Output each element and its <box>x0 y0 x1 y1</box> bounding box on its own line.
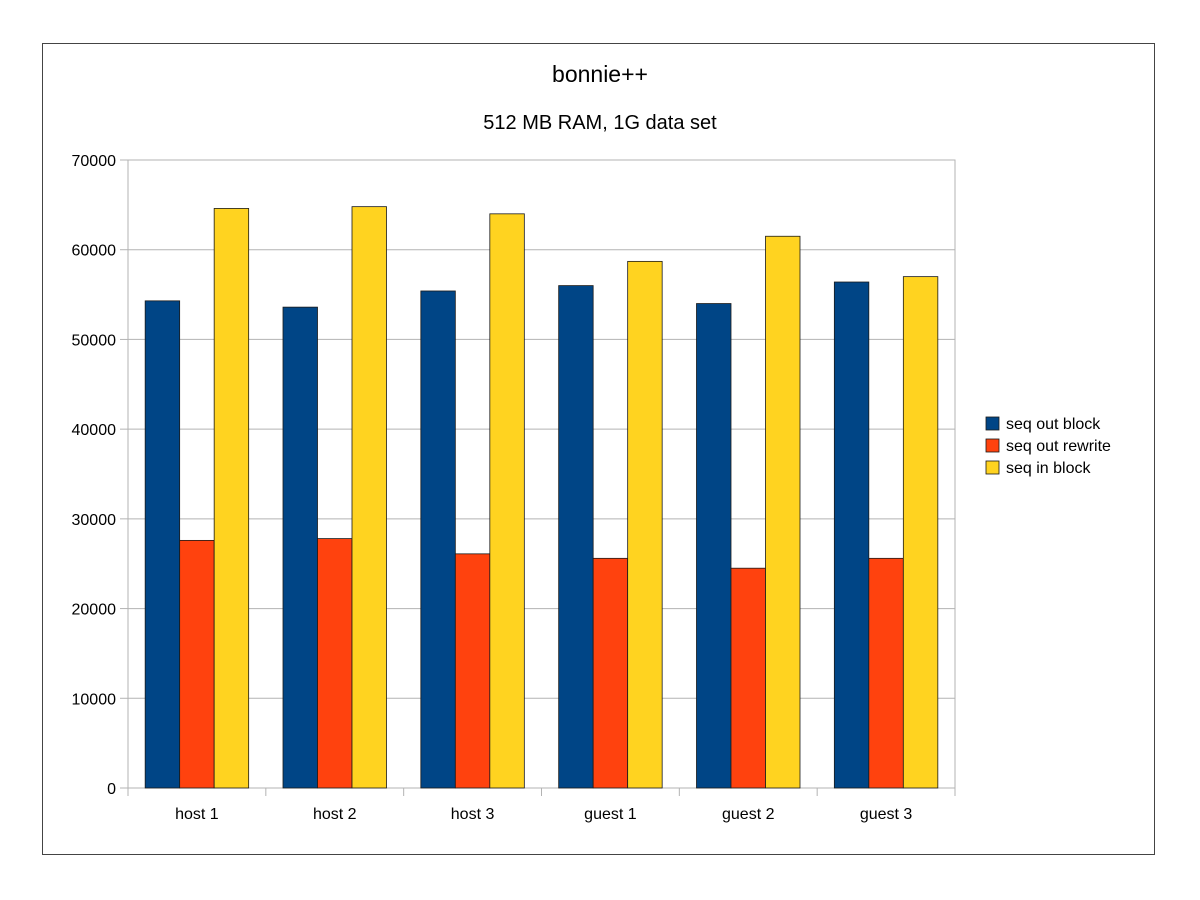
x-tick-label: host 2 <box>313 806 357 823</box>
bar-seq-out-block-host-3 <box>420 290 456 789</box>
bars <box>144 206 939 789</box>
legend-label: seq in block <box>1006 460 1091 477</box>
y-tick-label: 70000 <box>72 153 117 170</box>
bar-seq-out-rewrite-host-3 <box>454 553 491 789</box>
y-tick-label: 60000 <box>72 243 117 260</box>
legend-swatch <box>985 438 1000 453</box>
bar-seq-in-block-host-3 <box>489 213 525 789</box>
legend-swatch <box>985 460 1000 475</box>
bar-seq-out-block-host-2 <box>282 306 318 789</box>
y-tick-label: 50000 <box>72 332 117 349</box>
chart-title: bonnie++ <box>552 61 648 87</box>
bar-seq-out-rewrite-guest-2 <box>730 567 766 789</box>
y-tick-label: 10000 <box>72 691 117 708</box>
bar-seq-out-block-host-1 <box>144 300 181 789</box>
bar-seq-out-block-guest-3 <box>833 281 870 789</box>
y-tick-label: 0 <box>107 781 116 798</box>
bar-seq-out-rewrite-guest-1 <box>592 557 629 789</box>
axes: 0 10000 20000 30000 40000 50000 60000 70000 host… <box>72 153 956 823</box>
x-tick-label: guest 2 <box>722 806 775 823</box>
grid-lines <box>127 159 956 789</box>
plot-area <box>127 159 956 789</box>
y-tick-label: 30000 <box>72 512 117 529</box>
legend-swatch <box>985 416 1000 431</box>
bar-seq-out-rewrite-guest-3 <box>868 557 904 789</box>
legend: seq out block seq out rewrite seq in block <box>985 416 1111 477</box>
bar-seq-out-block-guest-2 <box>696 303 732 789</box>
legend-label: seq out rewrite <box>1006 438 1111 455</box>
bar-seq-out-block-guest-1 <box>558 285 594 789</box>
legend-label: seq out block <box>1006 416 1101 433</box>
y-tick-label: 20000 <box>72 602 117 619</box>
bar-seq-in-block-guest-3 <box>902 276 939 789</box>
x-tick-label: host 3 <box>451 806 495 823</box>
bar-seq-in-block-host-2 <box>351 206 387 789</box>
bar-seq-out-rewrite-host-1 <box>179 539 215 789</box>
x-tick-label: host 1 <box>175 806 219 823</box>
x-tick-label: guest 3 <box>860 806 913 823</box>
bar-seq-in-block-host-1 <box>213 208 250 789</box>
bar-seq-in-block-guest-1 <box>627 260 663 789</box>
chart-subtitle: 512 MB RAM, 1G data set <box>483 112 717 134</box>
bar-seq-in-block-guest-2 <box>765 235 801 789</box>
y-tick-label: 40000 <box>72 422 117 439</box>
x-tick-label: guest 1 <box>584 806 637 823</box>
bar-seq-out-rewrite-host-2 <box>317 538 353 789</box>
